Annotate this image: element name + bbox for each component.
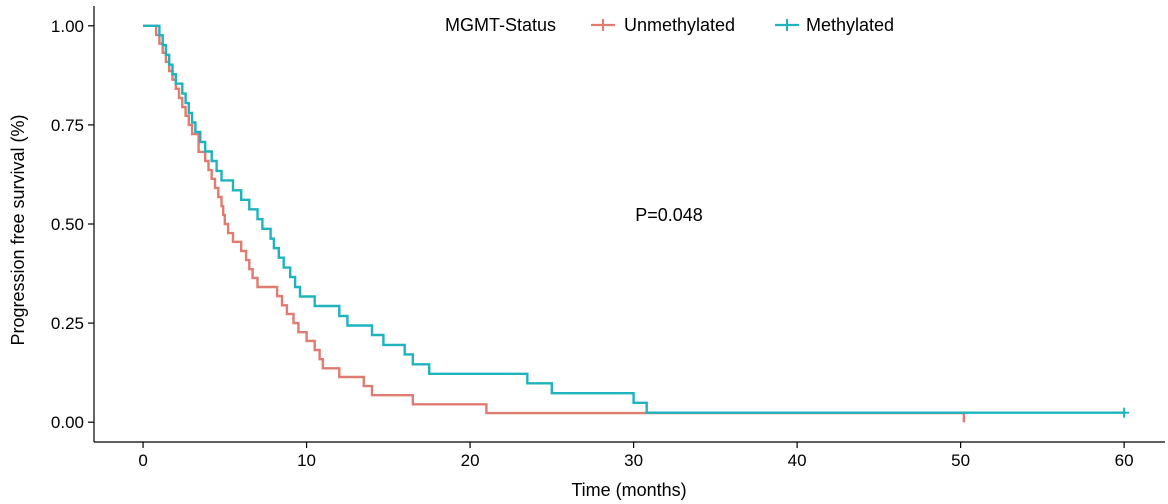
legend-item-methylated: Methylated [775,15,894,35]
y-axis-title: Progression free survival (%) [8,114,28,345]
x-tick-label: 30 [624,451,643,470]
axes [93,6,1165,443]
y-tick-label: 0.00 [51,413,84,432]
x-tick-label: 0 [138,451,147,470]
x-tick-label: 60 [1115,451,1134,470]
x-tick-label: 50 [951,451,970,470]
y-tick-label: 0.50 [51,215,84,234]
x-tick-label: 10 [297,451,316,470]
series-lines [143,24,1130,423]
p-value-annotation: P=0.048 [635,205,703,225]
x-tick-label: 20 [461,451,480,470]
series-line-unmethylated [143,24,966,423]
legend-label-unmethylated: Unmethylated [624,15,735,35]
series-line-methylated [143,24,1125,414]
legend-title: MGMT-Status [445,15,556,35]
x-axis-title: Time (months) [571,480,686,500]
tick-marks: 0 10 20 30 40 50 60 0.00 0.25 0.50 0.75 1.00 [51,17,1134,470]
y-tick-label: 1.00 [51,17,84,36]
y-tick-label: 0.25 [51,314,84,333]
legend: MGMT-Status Unmethylated Methylated [445,15,894,35]
legend-label-methylated: Methylated [806,15,894,35]
y-tick-label: 0.75 [51,116,84,135]
legend-item-unmethylated: Unmethylated [591,15,735,35]
x-tick-label: 40 [788,451,807,470]
